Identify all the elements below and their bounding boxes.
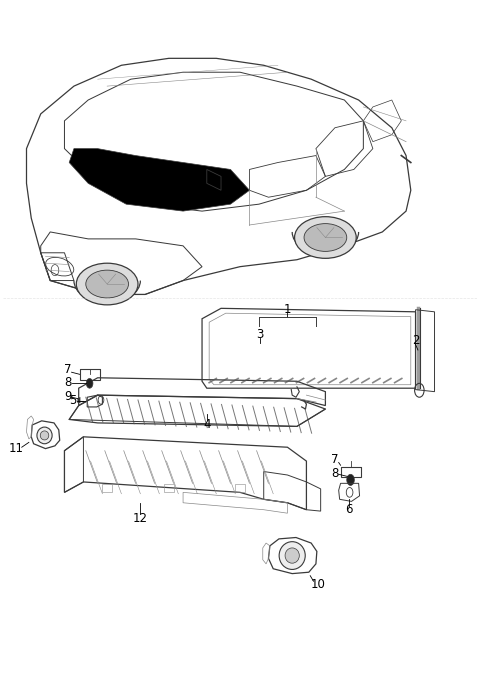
Text: 8: 8	[64, 376, 72, 389]
Text: 6: 6	[346, 503, 353, 516]
Circle shape	[347, 475, 354, 485]
Bar	[164, 484, 174, 492]
Text: 5: 5	[69, 394, 77, 407]
Text: 2: 2	[412, 335, 420, 347]
Text: 7: 7	[64, 363, 72, 376]
Ellipse shape	[40, 431, 49, 440]
Bar	[235, 484, 245, 492]
Text: 10: 10	[311, 578, 326, 592]
Ellipse shape	[295, 217, 356, 258]
Text: 9: 9	[64, 390, 72, 403]
Ellipse shape	[279, 542, 305, 569]
Circle shape	[86, 379, 93, 389]
Polygon shape	[69, 148, 250, 211]
Bar	[102, 484, 112, 492]
Polygon shape	[78, 397, 80, 402]
Ellipse shape	[76, 263, 138, 305]
Ellipse shape	[285, 548, 300, 564]
Text: 4: 4	[203, 418, 211, 430]
Text: 7: 7	[331, 453, 338, 466]
Text: 8: 8	[331, 467, 338, 480]
Ellipse shape	[304, 223, 347, 251]
Ellipse shape	[86, 270, 129, 298]
Text: 3: 3	[256, 328, 264, 340]
Text: 1: 1	[284, 303, 291, 316]
Text: 11: 11	[9, 442, 24, 455]
Ellipse shape	[37, 427, 52, 444]
Text: 12: 12	[133, 512, 148, 524]
